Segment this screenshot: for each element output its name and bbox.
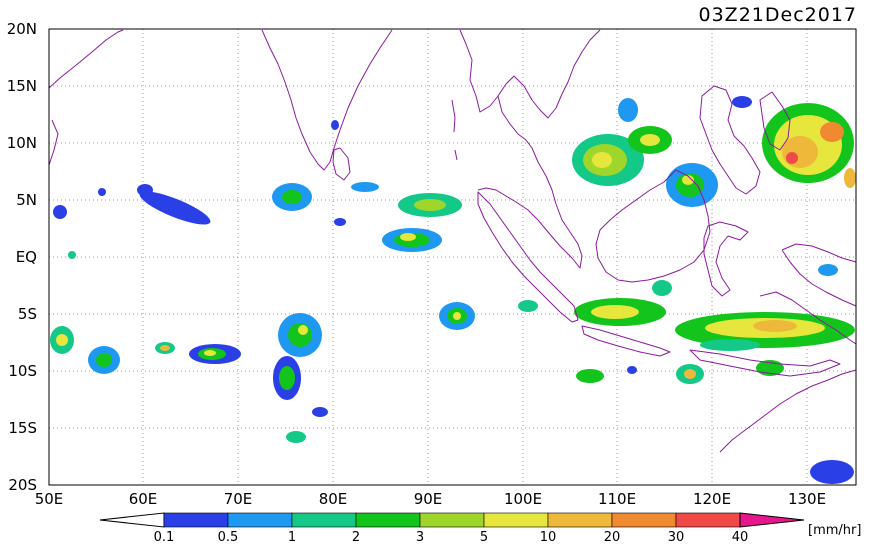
lon-label: 110E — [598, 490, 636, 508]
colorbar-tick-label: 2 — [352, 530, 360, 544]
map-area — [48, 29, 857, 485]
lat-label: 15N — [7, 77, 37, 95]
coastline-java-lesser-sunda — [581, 325, 841, 377]
colorbar-tick-label: 20 — [604, 530, 621, 544]
colorbar-swatch — [355, 512, 421, 528]
colorbar-swatch — [547, 512, 613, 528]
coastline-sulawesi — [703, 221, 749, 297]
coastline-new-guinea — [759, 243, 857, 345]
lon-label: 80E — [319, 490, 348, 508]
lat-label: 20N — [7, 20, 37, 38]
coastline-indochina — [459, 29, 601, 269]
colorbar-tick-label: 1 — [288, 530, 296, 544]
colorbar-low-arrow — [99, 512, 165, 528]
lon-label: 120E — [693, 490, 731, 508]
lat-label: 15S — [8, 419, 37, 437]
coastline-australia — [719, 369, 857, 453]
lon-label: 130E — [788, 490, 826, 508]
longitude-labels: 50E 60E 70E 80E 90E 100E 110E 120E 130E — [35, 490, 826, 508]
colorbar-swatch — [419, 512, 485, 528]
colorbar-tick-label: 0.5 — [218, 530, 239, 544]
colorbar-tick-label: 30 — [668, 530, 685, 544]
map-background — [49, 29, 856, 485]
colorbar-swatch — [483, 512, 549, 528]
colorbar-high-arrow — [739, 512, 805, 528]
colorbar-swatch — [291, 512, 357, 528]
colorbar-tick-label: 3 — [416, 530, 424, 544]
lon-label: 100E — [504, 490, 542, 508]
lat-label: 20S — [8, 476, 37, 494]
map-frame — [48, 28, 857, 486]
rain-patch-arabian-sea — [53, 184, 211, 259]
lat-label: EQ — [16, 248, 37, 266]
colorbar-tick-label: 5 — [480, 530, 488, 544]
rain-patch-south-china-sea — [572, 96, 856, 484]
rainfall-field — [50, 96, 856, 484]
coastline-sri-lanka — [332, 147, 351, 181]
colorbar-swatch — [227, 512, 293, 528]
rain-patch-south-indian-ocean — [50, 300, 784, 443]
colorbar-tick-label: 10 — [540, 530, 557, 544]
lat-label: 10S — [8, 362, 37, 380]
lat-label: 5S — [18, 305, 37, 323]
colorbar-tick-label: 0.1 — [154, 530, 175, 544]
colorbar: 0.1 0.5 1 2 3 5 10 20 30 40 — [99, 512, 805, 544]
lon-label: 90E — [414, 490, 443, 508]
coastline-andaman — [451, 99, 458, 161]
colorbar-swatch — [675, 512, 741, 528]
lon-label: 50E — [35, 490, 64, 508]
colorbar-swatch — [163, 512, 229, 528]
rain-patch-equatorial — [272, 120, 462, 252]
coastlines — [48, 29, 857, 453]
latitude-labels: 20N 15N 10N 5N EQ 5S 10S 15S 20S — [7, 20, 37, 494]
lat-label: 5N — [16, 191, 37, 209]
gridlines — [49, 29, 856, 485]
lon-label: 60E — [129, 490, 158, 508]
coastline-sumatra — [477, 191, 579, 323]
coastline-philippines — [699, 85, 791, 195]
lat-label: 10N — [7, 134, 37, 152]
colorbar-tick-label: 40 — [732, 530, 749, 544]
map-title: 03Z21Dec2017 — [699, 4, 858, 26]
colorbar-unit: [mm/hr] — [808, 523, 861, 538]
coastline-borneo — [595, 169, 711, 283]
rain-patch-maritime-continent — [574, 264, 855, 351]
lon-label: 70E — [224, 490, 253, 508]
colorbar-swatch — [611, 512, 677, 528]
coastline-arabia-india — [48, 29, 393, 171]
